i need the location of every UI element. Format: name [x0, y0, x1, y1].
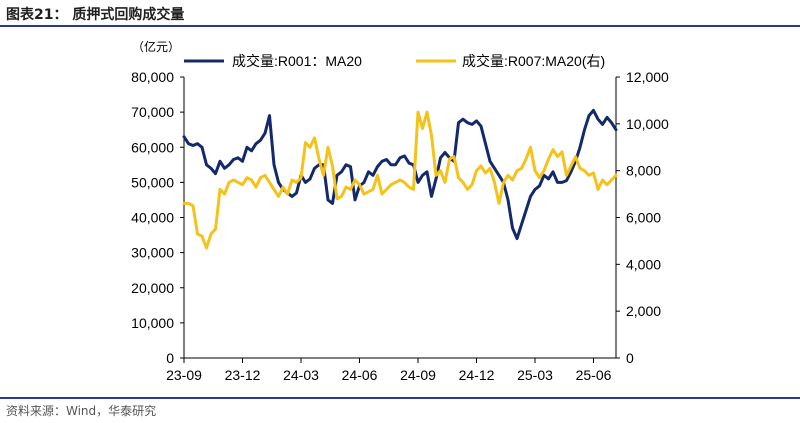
left-tick-label: 20,000: [131, 280, 174, 296]
right-tick-label: 10,000: [626, 116, 669, 132]
right-tick-label: 2,000: [626, 303, 661, 319]
left-axis: 0 10,000 20,000 30,000 40,000 50,000 60,000 70,…: [131, 69, 185, 366]
right-axis: 0 2,000 4,000 6,000 8,000 10,000 12,000: [615, 69, 669, 366]
unit-label: （亿元）: [132, 39, 180, 54]
left-tick-label: 40,000: [131, 210, 174, 226]
source-note: 资料来源：Wind，华泰研究: [6, 404, 157, 418]
left-tick-label: 50,000: [131, 174, 174, 190]
series-layer: [182, 108, 618, 250]
right-tick-label: 12,000: [626, 69, 669, 85]
legend: 成交量:R001：MA20 成交量:R007:MA20(右): [184, 53, 605, 69]
x-tick-label: 23-09: [166, 367, 202, 383]
x-tick-label: 24-09: [400, 367, 436, 383]
left-tick-label: 30,000: [131, 245, 174, 261]
x-tick-label: 25-06: [576, 367, 612, 383]
chart-canvas: （亿元） 成交量:R001：MA20 成交量:R007:MA20(右) 0 10,0…: [131, 39, 669, 383]
chart-title: 图表21： 质押式回购成交量: [6, 7, 185, 23]
title-divider: [0, 25, 800, 27]
left-tick-label: 0: [166, 350, 174, 366]
left-tick-label: 60,000: [131, 139, 174, 155]
series-line-r001: [182, 108, 618, 241]
right-tick-label: 0: [626, 350, 634, 366]
footer-divider: [0, 397, 800, 399]
left-tick-label: 80,000: [131, 69, 174, 85]
x-axis: 23-09 23-12 24-03 24-06 24-09 24-12 25-03 25-06: [166, 357, 616, 383]
legend-item-r007-label: 成交量:R007:MA20(右): [462, 53, 605, 69]
legend-item-r001-label: 成交量:R001：MA20: [232, 53, 362, 69]
x-tick-label: 24-12: [459, 367, 495, 383]
right-tick-label: 6,000: [626, 210, 661, 226]
series-line-r007: [182, 110, 618, 250]
left-tick-label: 10,000: [131, 315, 174, 331]
x-tick-label: 25-03: [517, 367, 553, 383]
left-tick-label: 70,000: [131, 104, 174, 120]
x-tick-label: 24-06: [342, 367, 378, 383]
right-tick-label: 4,000: [626, 256, 661, 272]
x-tick-label: 23-12: [225, 367, 261, 383]
x-tick-label: 24-03: [283, 367, 319, 383]
right-tick-label: 8,000: [626, 163, 661, 179]
